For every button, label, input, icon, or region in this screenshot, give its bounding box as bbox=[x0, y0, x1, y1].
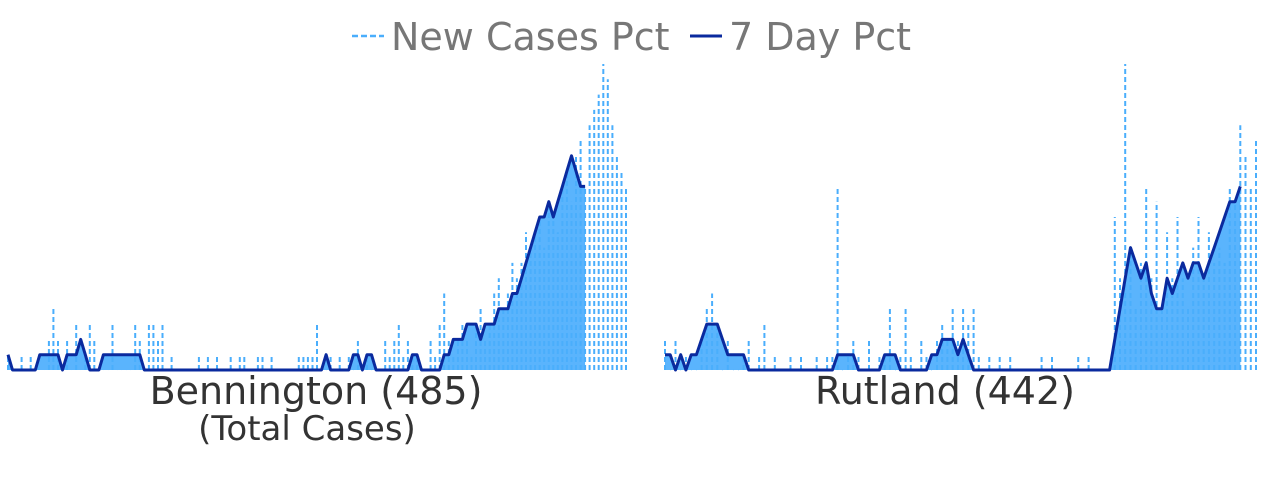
seven-day-line bbox=[6, 154, 586, 372]
panel-title-bennington: Bennington (485) bbox=[150, 369, 483, 413]
new-cases-area bbox=[8, 155, 586, 370]
seven-day-line bbox=[665, 185, 1242, 372]
legend-label-new-cases: New Cases Pct bbox=[391, 15, 670, 59]
panel-subtitle-bennington: (Total Cases) bbox=[198, 409, 416, 449]
panel-rutland: Rutland (442) bbox=[664, 64, 1257, 413]
area-fill bbox=[8, 155, 586, 370]
legend: New Cases Pct 7 Day Pct bbox=[352, 15, 911, 59]
panel-bennington: Bennington (485) (Total Cases) bbox=[6, 64, 627, 449]
seven-day-series bbox=[665, 185, 1242, 372]
panel-title-rutland: Rutland (442) bbox=[815, 369, 1075, 413]
seven-day-series bbox=[6, 154, 586, 372]
legend-label-seven-day: 7 Day Pct bbox=[729, 15, 911, 59]
